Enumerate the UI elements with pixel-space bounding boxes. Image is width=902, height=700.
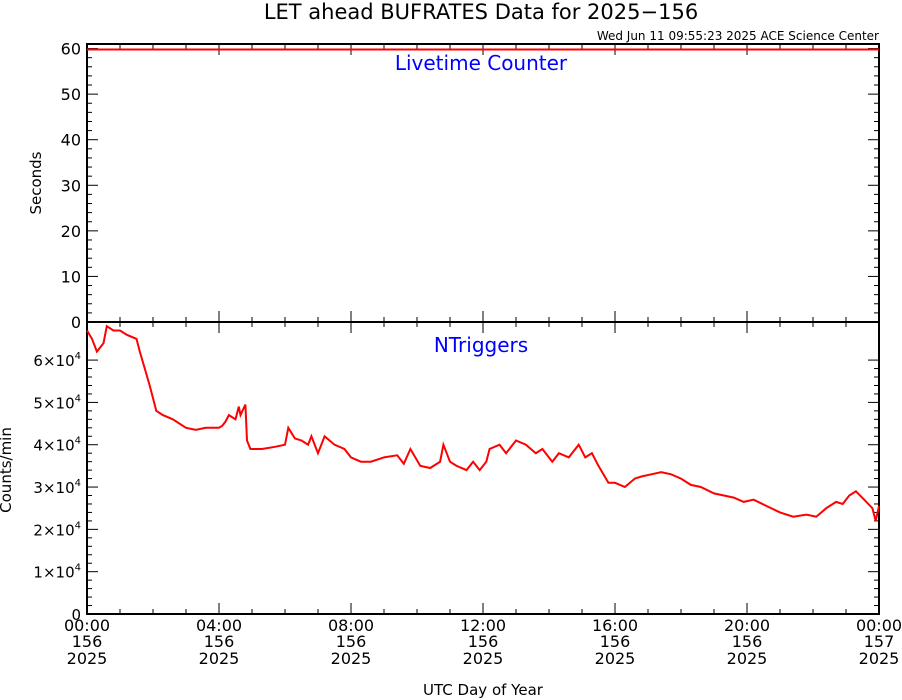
x-tick-label-doy: 156 — [600, 632, 631, 651]
x-tick-label-doy: 156 — [72, 632, 103, 651]
x-tick-label-year: 2025 — [463, 649, 504, 668]
chart-title: LET ahead BUFRATES Data for 2025−156 — [264, 0, 698, 24]
ntriggers-y-tick-mantissa: 6×10 — [33, 352, 74, 370]
panel-livetime-y-ticks: 0 10 20 30 40 50 60 — [61, 40, 879, 332]
ntriggers-y-tick-label: 2×104 — [33, 520, 81, 539]
x-tick-label-year: 2025 — [67, 649, 108, 668]
panel-livetime-title: Livetime Counter — [395, 51, 568, 75]
panel-ntriggers-title: NTriggers — [434, 333, 528, 357]
livetime-y-tick-label: 40 — [61, 131, 81, 150]
ntriggers-y-tick-label: 3×104 — [33, 478, 81, 497]
x-tick-label-doy: 157 — [864, 632, 895, 651]
ntriggers-y-tick-mantissa: 2×10 — [33, 521, 74, 539]
panel-ntriggers-x-ticks — [86, 322, 880, 614]
livetime-y-tick-label: 0 — [71, 313, 81, 332]
ntriggers-y-tick-mantissa: 5×10 — [33, 394, 74, 412]
x-tick-label-doy: 156 — [204, 632, 235, 651]
ntriggers-y-tick-label: 6×104 — [33, 351, 81, 370]
x-tick-label-doy: 156 — [336, 632, 367, 651]
ntriggers-series-line — [86, 324, 880, 522]
x-tick-label-year: 2025 — [199, 649, 240, 668]
x-tick-label-time: 08:00 — [328, 616, 374, 635]
ntriggers-y-tick-exponent: 4 — [75, 563, 81, 574]
x-tick-label-doy: 156 — [732, 632, 763, 651]
ntriggers-y-tick-label: 4×104 — [33, 436, 81, 455]
x-tick-label-year: 2025 — [859, 649, 900, 668]
ntriggers-y-tick-mantissa: 0 — [71, 606, 81, 624]
livetime-y-tick-label: 50 — [61, 85, 81, 104]
x-tick-label-time: 04:00 — [196, 616, 242, 635]
livetime-y-tick-label: 30 — [61, 176, 81, 195]
panel-ntriggers-ylabel: Counts/min — [0, 427, 15, 513]
ntriggers-y-tick-mantissa: 3×10 — [33, 479, 74, 497]
panel-ntriggers-frame — [86, 321, 880, 615]
ntriggers-y-tick-label: 5×104 — [33, 393, 81, 412]
x-tick-label-year: 2025 — [331, 649, 372, 668]
x-tick-label-year: 2025 — [595, 649, 636, 668]
ntriggers-y-tick-label: 0 — [71, 606, 81, 624]
ntriggers-y-tick-mantissa: 4×10 — [33, 437, 74, 455]
panel-livetime-x-ticks — [86, 44, 880, 322]
ntriggers-y-tick-label: 1×104 — [33, 563, 81, 582]
ntriggers-y-tick-exponent: 4 — [75, 436, 81, 447]
ntriggers-y-tick-exponent: 4 — [75, 351, 81, 362]
x-tick-label-time: 00:00 — [64, 616, 110, 635]
timestamp: Wed Jun 11 09:55:23 2025 ACE Science Cen… — [597, 29, 879, 43]
ntriggers-y-tick-exponent: 4 — [75, 393, 81, 404]
panel-livetime-frame — [86, 43, 880, 323]
x-tick-label-time: 00:00 — [856, 616, 902, 635]
ntriggers-y-tick-exponent: 4 — [75, 478, 81, 489]
ntriggers-y-tick-mantissa: 1×10 — [33, 564, 74, 582]
livetime-y-tick-label: 10 — [61, 267, 81, 286]
x-tick-label-time: 16:00 — [592, 616, 638, 635]
panel-livetime-ylabel: Seconds — [27, 151, 45, 214]
livetime-y-tick-label: 60 — [61, 40, 81, 59]
x-tick-label-time: 12:00 — [460, 616, 506, 635]
x-axis-label: UTC Day of Year — [423, 681, 544, 699]
x-axis-tick-labels: 00:00156202504:00156202508:00156202512:0… — [64, 616, 902, 668]
ntriggers-y-tick-exponent: 4 — [75, 520, 81, 531]
panel-livetime: 0 10 20 30 40 50 60 Livetime Counter Seconds — [27, 40, 880, 332]
x-tick-label-doy: 156 — [468, 632, 499, 651]
livetime-y-tick-label: 20 — [61, 222, 81, 241]
x-tick-label-time: 20:00 — [724, 616, 770, 635]
x-tick-label-year: 2025 — [727, 649, 768, 668]
